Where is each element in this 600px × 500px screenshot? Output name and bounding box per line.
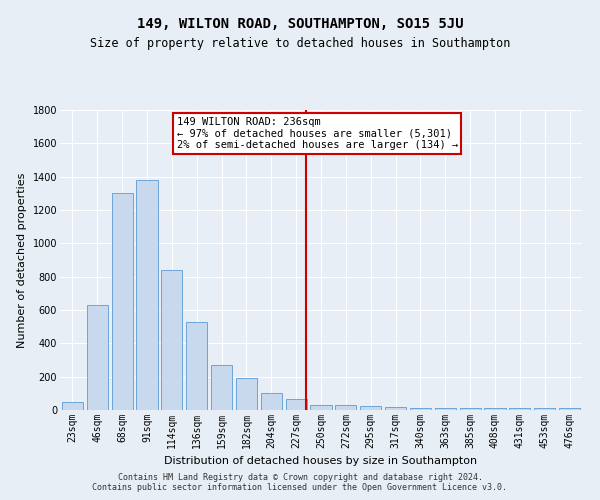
- Bar: [136, 180, 158, 410]
- Text: 149, WILTON ROAD, SOUTHAMPTON, SO15 5JU: 149, WILTON ROAD, SOUTHAMPTON, SO15 5JU: [137, 18, 463, 32]
- Y-axis label: Number of detached properties: Number of detached properties: [17, 172, 27, 348]
- Bar: [310, 405, 332, 410]
- Bar: [161, 270, 182, 410]
- Bar: [460, 408, 481, 410]
- Bar: [87, 305, 108, 410]
- Bar: [62, 402, 83, 410]
- Text: 149 WILTON ROAD: 236sqm
← 97% of detached houses are smaller (5,301)
2% of semi-: 149 WILTON ROAD: 236sqm ← 97% of detache…: [176, 116, 458, 150]
- Bar: [112, 194, 133, 410]
- Bar: [385, 406, 406, 410]
- Bar: [211, 365, 232, 410]
- Bar: [410, 408, 431, 410]
- Bar: [509, 408, 530, 410]
- Bar: [534, 408, 555, 410]
- Bar: [559, 408, 580, 410]
- X-axis label: Distribution of detached houses by size in Southampton: Distribution of detached houses by size …: [164, 456, 478, 466]
- Text: Size of property relative to detached houses in Southampton: Size of property relative to detached ho…: [90, 38, 510, 51]
- Bar: [186, 322, 207, 410]
- Bar: [236, 378, 257, 410]
- Bar: [484, 408, 506, 410]
- Text: Contains HM Land Registry data © Crown copyright and database right 2024.
Contai: Contains HM Land Registry data © Crown c…: [92, 473, 508, 492]
- Bar: [286, 399, 307, 410]
- Bar: [335, 405, 356, 410]
- Bar: [360, 406, 381, 410]
- Bar: [261, 392, 282, 410]
- Bar: [435, 408, 456, 410]
